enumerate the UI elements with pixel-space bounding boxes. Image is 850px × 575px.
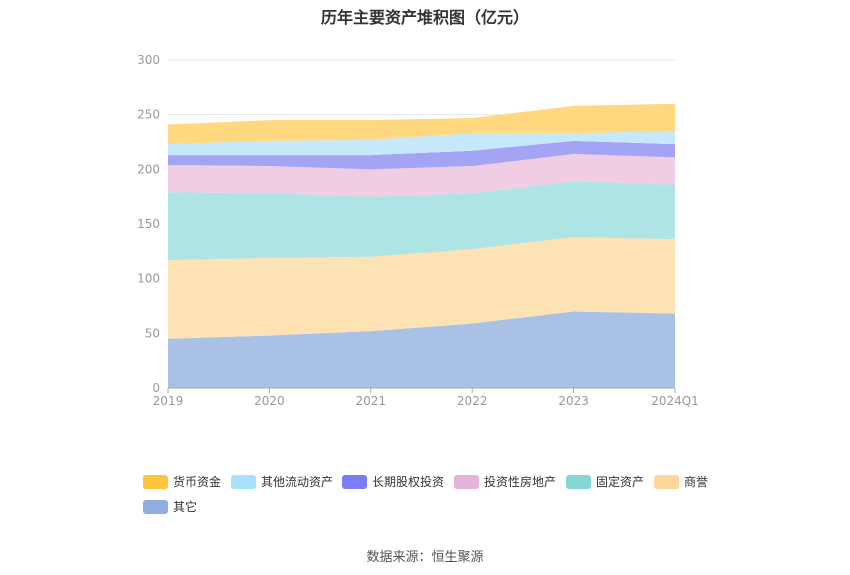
legend-swatch	[566, 474, 591, 489]
legend-swatch	[342, 474, 367, 489]
legend-item[interactable]: 商誉	[654, 473, 708, 490]
x-tick-label: 2022	[457, 394, 488, 408]
y-tick-label: 150	[137, 217, 160, 231]
y-tick-label: 200	[137, 162, 160, 176]
y-tick-label: 50	[145, 326, 160, 340]
legend-label: 长期股权投资	[372, 475, 445, 489]
legend-label: 货币资金	[173, 475, 222, 489]
legend-swatch	[654, 474, 679, 489]
area-series-商誉[interactable]	[168, 237, 675, 339]
x-tick-label: 2021	[356, 394, 387, 408]
x-tick-label: 2020	[254, 394, 285, 408]
x-tick-label: 2024Q1	[651, 394, 699, 408]
area-series-其他流动资产[interactable]	[168, 131, 675, 156]
area-series-固定资产[interactable]	[168, 181, 675, 261]
y-tick-label: 0	[152, 381, 160, 395]
legend-label: 其它	[173, 500, 198, 514]
axes: 0 50 100 150 200 250 300 2019 2020 2021 2022 2023 20…	[137, 53, 699, 408]
legend-item[interactable]: 其它	[143, 498, 197, 515]
legend-item[interactable]: 固定资产	[566, 473, 644, 490]
legend-label: 商誉	[684, 475, 709, 489]
legend-swatch	[143, 499, 168, 514]
legend-label: 投资性房地产	[484, 475, 557, 489]
legend-label: 固定资产	[596, 475, 645, 489]
legend-item[interactable]: 货币资金	[143, 473, 221, 490]
legend-item[interactable]: 长期股权投资	[342, 473, 444, 490]
legend-label: 其他流动资产	[261, 475, 334, 489]
area-series-投资性房地产[interactable]	[168, 154, 675, 197]
x-tick-label: 2019	[153, 394, 184, 408]
y-tick-label: 300	[137, 53, 160, 67]
data-source-note: 数据来源：恒生聚源	[366, 550, 484, 565]
legend-swatch	[454, 474, 479, 489]
y-tick-label: 250	[137, 108, 160, 122]
chart-title: 历年主要资产堆积图（亿元）	[320, 8, 529, 27]
area-series-长期股权投资[interactable]	[168, 140, 675, 170]
area-series-其它[interactable]	[168, 311, 675, 388]
legend-item[interactable]: 其他流动资产	[231, 473, 333, 490]
legend-item[interactable]: 投资性房地产	[454, 473, 556, 490]
area-series-货币资金[interactable]	[168, 103, 675, 145]
x-tick-label: 2023	[558, 394, 589, 408]
legend-swatch	[143, 474, 168, 489]
area-series	[168, 103, 675, 388]
legend-swatch	[231, 474, 256, 489]
y-tick-label: 100	[137, 272, 160, 286]
